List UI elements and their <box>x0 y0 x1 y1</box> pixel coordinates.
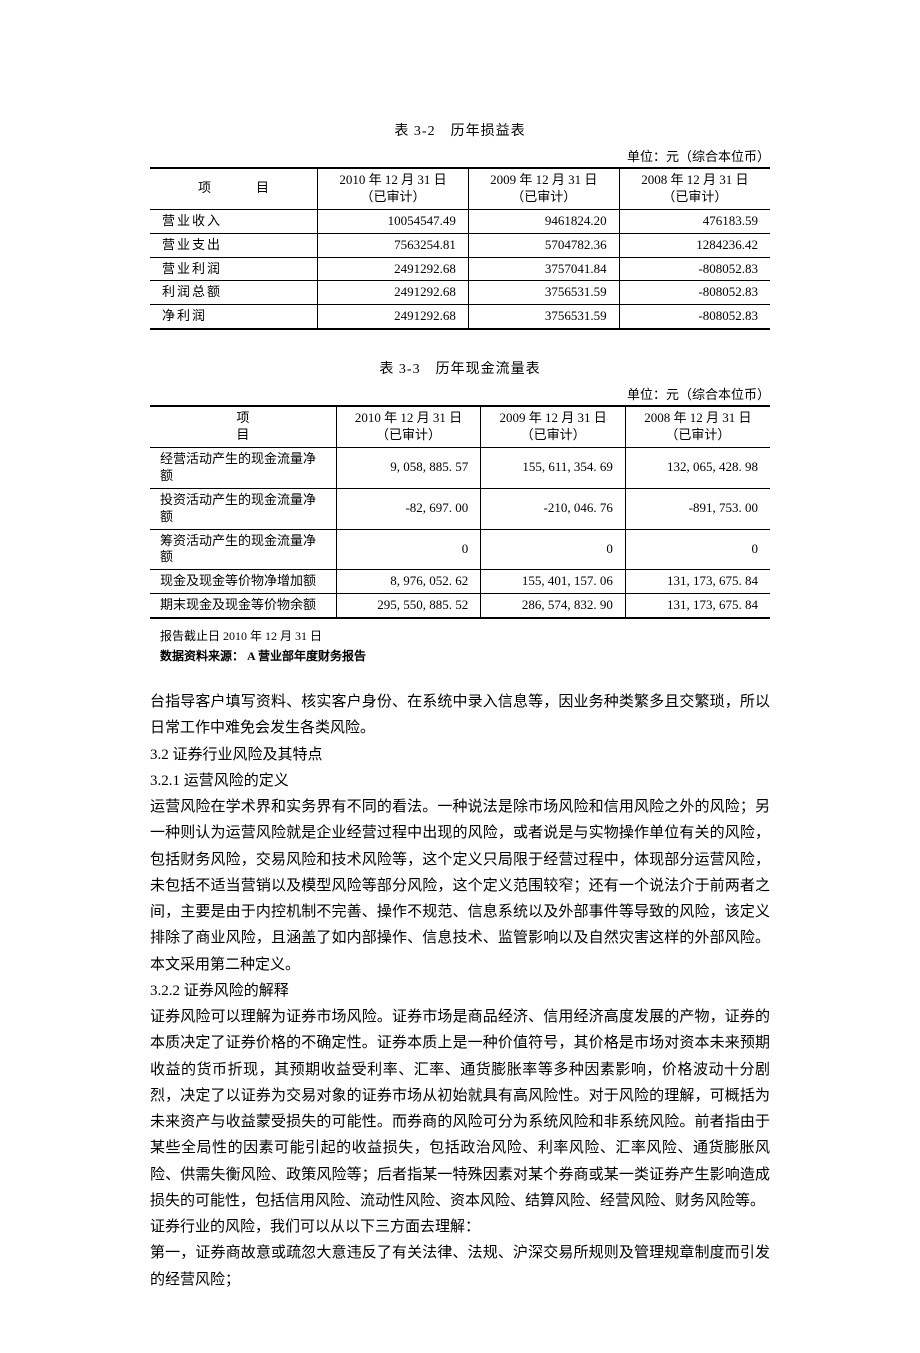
cell-value: 132, 065, 428. 98 <box>625 448 770 489</box>
col-line2: （已审计） <box>521 427 586 442</box>
cell-value: 0 <box>481 529 626 570</box>
col-line1: 2009 年 12 月 31 日 <box>490 172 597 187</box>
cell-value: 3756531.59 <box>468 305 619 329</box>
paragraph: 台指导客户填写资料、核实客户身份、在系统中录入信息等，因业务种类繁多且交繁琐，所… <box>150 689 770 742</box>
cell-value: 131, 173, 675. 84 <box>625 570 770 594</box>
body-text: 台指导客户填写资料、核实客户身份、在系统中录入信息等，因业务种类繁多且交繁琐，所… <box>150 689 770 1293</box>
table-row: 经营活动产生的现金流量净额9, 058, 885. 57155, 611, 35… <box>150 448 770 489</box>
table-header-col: 2008 年 12 月 31 日 （已审计） <box>625 406 770 447</box>
cell-value: 2491292.68 <box>318 257 469 281</box>
table-header-col: 2008 年 12 月 31 日 （已审计） <box>619 168 770 209</box>
table-row: 期末现金及现金等价物余额295, 550, 885. 52286, 574, 8… <box>150 594 770 618</box>
table-footnote-source: 数据资料来源： A 营业部年度财务报告 <box>160 647 770 665</box>
cell-value: 155, 611, 354. 69 <box>481 448 626 489</box>
table-row: 营业利润2491292.683757041.84-808052.83 <box>150 257 770 281</box>
cell-value: -808052.83 <box>619 281 770 305</box>
row-label: 利润总额 <box>150 281 318 305</box>
row-label: 筹资活动产生的现金流量净额 <box>150 529 336 570</box>
paragraph: 证券行业的风险，我们可以从以下三方面去理解： <box>150 1214 770 1240</box>
row-label: 期末现金及现金等价物余额 <box>150 594 336 618</box>
section-heading-3-2-2: 3.2.2 证券风险的解释 <box>150 978 770 1004</box>
table-header-col: 2009 年 12 月 31 日 （已审计） <box>468 168 619 209</box>
cell-value: -210, 046. 76 <box>481 488 626 529</box>
row-label: 净利润 <box>150 305 318 329</box>
col-line1: 2008 年 12 月 31 日 <box>644 410 751 425</box>
cell-value: 10054547.49 <box>318 209 469 233</box>
table-row: 利润总额2491292.683756531.59-808052.83 <box>150 281 770 305</box>
row-label: 营业支出 <box>150 233 318 257</box>
col-line1: 2010 年 12 月 31 日 <box>355 410 462 425</box>
cell-value: 476183.59 <box>619 209 770 233</box>
cell-value: 131, 173, 675. 84 <box>625 594 770 618</box>
paragraph: 第一，证券商故意或疏忽大意违反了有关法律、法规、沪深交易所规则及管理规章制度而引… <box>150 1240 770 1293</box>
cell-value: 2491292.68 <box>318 305 469 329</box>
col-line2: （已审计） <box>662 189 727 204</box>
cell-value: 2491292.68 <box>318 281 469 305</box>
cell-value: 295, 550, 885. 52 <box>336 594 481 618</box>
section-heading-3-2-1: 3.2.1 运营风险的定义 <box>150 768 770 794</box>
col-line2: （已审计） <box>511 189 576 204</box>
document-page: 表 3-2 历年损益表 单位：元（综合本位币） 项 目 2010 年 12 月 … <box>0 0 920 1353</box>
table-row: 营业支出7563254.815704782.361284236.42 <box>150 233 770 257</box>
table-row: 现金及现金等价物净增加额8, 976, 052. 62155, 401, 157… <box>150 570 770 594</box>
col-line1: 2009 年 12 月 31 日 <box>499 410 606 425</box>
row-label: 营业收入 <box>150 209 318 233</box>
cell-value: 0 <box>625 529 770 570</box>
paragraph: 运营风险在学术界和实务界有不同的看法。一种说法是除市场风险和信用风险之外的风险；… <box>150 794 770 978</box>
cell-value: -82, 697. 00 <box>336 488 481 529</box>
row-label: 经营活动产生的现金流量净额 <box>150 448 336 489</box>
table-header-col: 2009 年 12 月 31 日 （已审计） <box>481 406 626 447</box>
cell-value: -891, 753. 00 <box>625 488 770 529</box>
table-3-2-caption: 表 3-2 历年损益表 <box>150 120 770 140</box>
col-line2: （已审计） <box>665 427 730 442</box>
cell-value: -808052.83 <box>619 257 770 281</box>
cell-value: 3757041.84 <box>468 257 619 281</box>
table-header-col: 2010 年 12 月 31 日 （已审计） <box>318 168 469 209</box>
cell-value: 5704782.36 <box>468 233 619 257</box>
table-header-item: 项 目 <box>150 168 318 209</box>
row-label: 营业利润 <box>150 257 318 281</box>
table-3-3: 项 目 2010 年 12 月 31 日 （已审计） 2009 年 12 月 3… <box>150 405 770 619</box>
table-row: 营业收入10054547.499461824.20476183.59 <box>150 209 770 233</box>
cell-value: 0 <box>336 529 481 570</box>
row-label: 投资活动产生的现金流量净额 <box>150 488 336 529</box>
table-header-item: 项 目 <box>150 406 336 447</box>
section-heading-3-2: 3.2 证券行业风险及其特点 <box>150 742 770 768</box>
table-row: 筹资活动产生的现金流量净额000 <box>150 529 770 570</box>
table-3-2-unit: 单位：元（综合本位币） <box>150 146 770 165</box>
cell-value: 7563254.81 <box>318 233 469 257</box>
table-footnote: 报告截止日 2010 年 12 月 31 日 <box>160 627 770 645</box>
paragraph: 证券风险可以理解为证券市场风险。证券市场是商品经济、信用经济高度发展的产物，证券… <box>150 1004 770 1214</box>
table-3-3-unit: 单位：元（综合本位币） <box>150 384 770 403</box>
cell-value: 9, 058, 885. 57 <box>336 448 481 489</box>
table-row: 投资活动产生的现金流量净额-82, 697. 00-210, 046. 76-8… <box>150 488 770 529</box>
table-3-3-caption: 表 3-3 历年现金流量表 <box>150 358 770 378</box>
cell-value: 155, 401, 157. 06 <box>481 570 626 594</box>
row-label: 现金及现金等价物净增加额 <box>150 570 336 594</box>
table-row: 净利润2491292.683756531.59-808052.83 <box>150 305 770 329</box>
table-3-2: 项 目 2010 年 12 月 31 日 （已审计） 2009 年 12 月 3… <box>150 167 770 330</box>
cell-value: 9461824.20 <box>468 209 619 233</box>
cell-value: 1284236.42 <box>619 233 770 257</box>
cell-value: -808052.83 <box>619 305 770 329</box>
col-line2: （已审计） <box>376 427 441 442</box>
col-line2: （已审计） <box>360 189 425 204</box>
cell-value: 286, 574, 832. 90 <box>481 594 626 618</box>
table-header-col: 2010 年 12 月 31 日 （已审计） <box>336 406 481 447</box>
col-line1: 2008 年 12 月 31 日 <box>641 172 748 187</box>
col-line1: 2010 年 12 月 31 日 <box>339 172 446 187</box>
cell-value: 3756531.59 <box>468 281 619 305</box>
cell-value: 8, 976, 052. 62 <box>336 570 481 594</box>
